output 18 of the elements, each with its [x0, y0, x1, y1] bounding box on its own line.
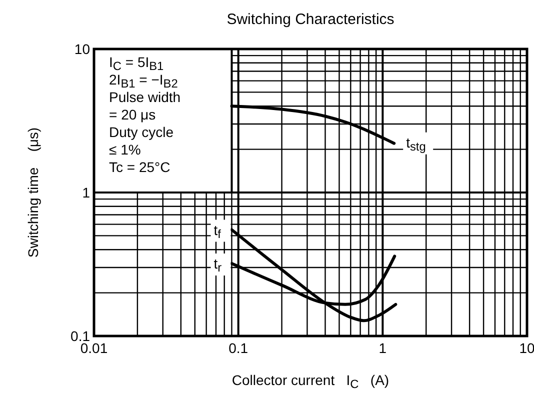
series-label: t$_{stg}$ — [406, 134, 426, 154]
series-label: t$_{r}$ — [214, 256, 222, 275]
annotation: Tc = 25°C — [109, 159, 170, 175]
annotation: Pulse width — [109, 89, 181, 105]
series-label: t$_{f}$ — [214, 222, 222, 241]
chart-title: Switching Characteristics — [226, 11, 394, 28]
annotation: I$_{C}$ = 5I$_{B1}$ — [109, 54, 164, 73]
x-tick-label: 1 — [378, 340, 387, 356]
x-tick-label: 10 — [519, 340, 534, 356]
annotation: Duty cycle — [109, 124, 174, 140]
x-axis-title: Collector current I$_{C}$ (A) — [232, 372, 390, 391]
annotation: 2I$_{B1}$ = −I$_{B2}$ — [109, 72, 178, 90]
y-tick-label: 10 — [74, 41, 90, 57]
y-axis-title: Switching time (μs) — [25, 127, 41, 258]
y-tick-label: 1 — [82, 184, 90, 200]
x-tick-label: 0.1 — [228, 340, 248, 356]
annotation: ≤ 1% — [109, 142, 141, 158]
annotation: = 20 μs — [109, 106, 156, 122]
